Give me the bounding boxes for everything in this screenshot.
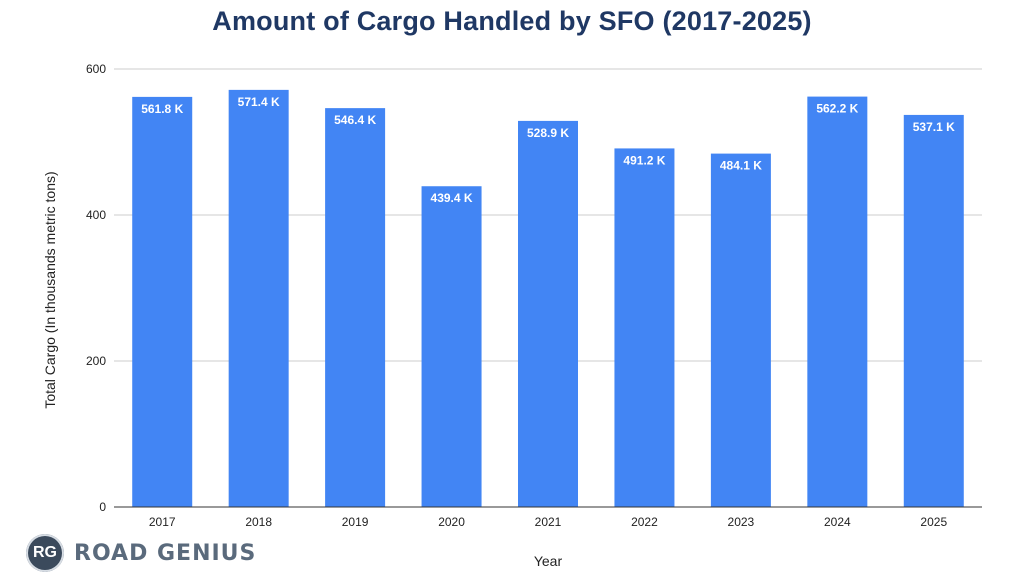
bars bbox=[132, 89, 964, 508]
data-label-2017: 561.8 K bbox=[141, 102, 183, 116]
x-tick-label-2025: 2025 bbox=[920, 515, 947, 529]
bar-2023 bbox=[710, 153, 771, 507]
bar-2025 bbox=[903, 114, 964, 508]
data-label-2025: 537.1 K bbox=[913, 120, 955, 134]
data-label-2020: 439.4 K bbox=[431, 191, 473, 205]
x-tick-label-2018: 2018 bbox=[245, 515, 272, 529]
y-tick-label: 200 bbox=[86, 354, 106, 368]
x-tick-label-2017: 2017 bbox=[149, 515, 176, 529]
axes: 0 200 400 600 2017 2018 2019 2020 2021 2022 2023 20… bbox=[86, 62, 982, 529]
data-label-2018: 571.4 K bbox=[238, 95, 280, 109]
logo-badge-icon: RG bbox=[26, 534, 64, 572]
road-genius-logo: RG ROAD GENIUS bbox=[26, 533, 256, 573]
bar-2022 bbox=[614, 148, 675, 507]
chart-title: Amount of Cargo Handled by SFO (2017-202… bbox=[212, 6, 812, 36]
data-label-2022: 491.2 K bbox=[623, 153, 665, 167]
y-tick-label: 600 bbox=[86, 62, 106, 76]
x-tick-label-2020: 2020 bbox=[438, 515, 465, 529]
data-label-2024: 562.2 K bbox=[816, 102, 858, 116]
bar-2018 bbox=[228, 89, 289, 508]
y-tick-label: 400 bbox=[86, 208, 106, 222]
data-labels: 561.8 K 571.4 K 546.4 K 439.4 K 528.9 K 491.2… bbox=[141, 95, 955, 205]
x-tick-label-2022: 2022 bbox=[631, 515, 658, 529]
x-axis-title: Year bbox=[534, 553, 563, 569]
x-tick-label-2019: 2019 bbox=[342, 515, 369, 529]
y-axis-title: Total Cargo (In thousands metric tons) bbox=[42, 171, 58, 408]
bar-2020 bbox=[421, 186, 482, 507]
data-label-2021: 528.9 K bbox=[527, 126, 569, 140]
x-tick-label-2021: 2021 bbox=[535, 515, 562, 529]
data-label-2019: 546.4 K bbox=[334, 113, 376, 127]
data-label-2023: 484.1 K bbox=[720, 159, 762, 173]
bar-2024 bbox=[807, 96, 868, 508]
bar-2021 bbox=[518, 120, 578, 507]
x-tick-label-2024: 2024 bbox=[824, 515, 851, 529]
x-tick-label-2023: 2023 bbox=[728, 515, 755, 529]
bar-2019 bbox=[325, 108, 386, 508]
y-tick-label: 0 bbox=[99, 500, 106, 514]
logo-text: ROAD GENIUS bbox=[74, 540, 257, 566]
bar-2017 bbox=[132, 96, 193, 508]
